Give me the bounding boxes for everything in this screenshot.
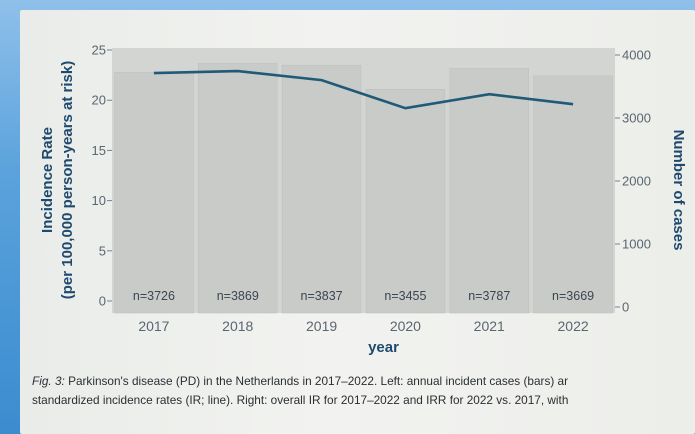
bar-2020 xyxy=(365,89,446,314)
bar-2017 xyxy=(114,71,194,314)
caption-line-1: Fig. 3: Parkinson's disease (PD) in the … xyxy=(32,372,692,391)
right-tick-2000: 2000 xyxy=(622,174,651,189)
x-axis-label: year xyxy=(368,339,399,356)
count-label-2022: n=3669 xyxy=(552,289,594,303)
right-tick-4000: 4000 xyxy=(622,48,651,63)
printed-page: n=3726 n=3869 n=3837 n=3455 n=3787 n=3669 0 5 1… xyxy=(20,10,695,434)
figure-caption: Fig. 3: Parkinson's disease (PD) in the … xyxy=(32,372,692,410)
count-label-2019: n=3837 xyxy=(301,289,343,303)
caption-line-1-text: Parkinson's disease (PD) in the Netherla… xyxy=(64,374,569,388)
y-axis-left-label: Incidence Rate (per 100,000 person-years … xyxy=(39,61,76,299)
y-axis-left-label-line-2: (per 100,000 person-years at risk) xyxy=(59,61,76,299)
x-tick-2017: 2017 xyxy=(138,318,169,334)
caption-line-2: standardized incidence rates (IR; line).… xyxy=(32,393,569,407)
x-tick-2022: 2022 xyxy=(558,318,589,334)
count-label-2020: n=3455 xyxy=(384,289,426,303)
x-tick-2021: 2021 xyxy=(474,318,505,334)
left-axis-ticks: 0 5 10 15 20 25 xyxy=(92,43,112,309)
y-axis-left-label-line-1: Incidence Rate xyxy=(39,127,56,233)
left-tick-5: 5 xyxy=(99,243,106,258)
chart: n=3726 n=3869 n=3837 n=3455 n=3787 n=3669 0 5 1… xyxy=(39,43,687,357)
figure-label: Fig. 3: xyxy=(32,374,65,388)
y-axis-right-label: Number of cases xyxy=(670,130,687,251)
bar-2019 xyxy=(281,64,362,314)
count-label-2021: n=3787 xyxy=(468,289,510,303)
count-label-2017: n=3726 xyxy=(133,289,175,303)
right-tick-3000: 3000 xyxy=(622,111,651,126)
bar-2018 xyxy=(198,62,278,314)
x-tick-2020: 2020 xyxy=(390,318,421,334)
incidence-rate-line xyxy=(153,69,574,110)
x-axis-ticks: 2017 2018 2019 2020 2021 2022 xyxy=(138,318,589,334)
plot-panel xyxy=(112,48,615,313)
x-tick-2019: 2019 xyxy=(306,318,337,334)
left-tick-0: 0 xyxy=(99,294,106,309)
right-axis-ticks: 0 1000 2000 3000 4000 xyxy=(615,48,651,315)
count-label-2018: n=3869 xyxy=(217,289,259,303)
left-tick-10: 10 xyxy=(92,193,106,208)
right-tick-1000: 1000 xyxy=(622,237,651,252)
count-labels-group: n=3726 n=3869 n=3837 n=3455 n=3787 n=3669 xyxy=(133,289,594,303)
x-tick-2018: 2018 xyxy=(222,318,253,334)
left-tick-25: 25 xyxy=(92,43,106,58)
bars-group xyxy=(114,62,613,314)
right-tick-0: 0 xyxy=(622,300,629,315)
bar-2022 xyxy=(533,75,613,314)
left-tick-15: 15 xyxy=(92,143,106,158)
left-tick-20: 20 xyxy=(92,93,106,108)
bar-2021 xyxy=(449,68,529,314)
